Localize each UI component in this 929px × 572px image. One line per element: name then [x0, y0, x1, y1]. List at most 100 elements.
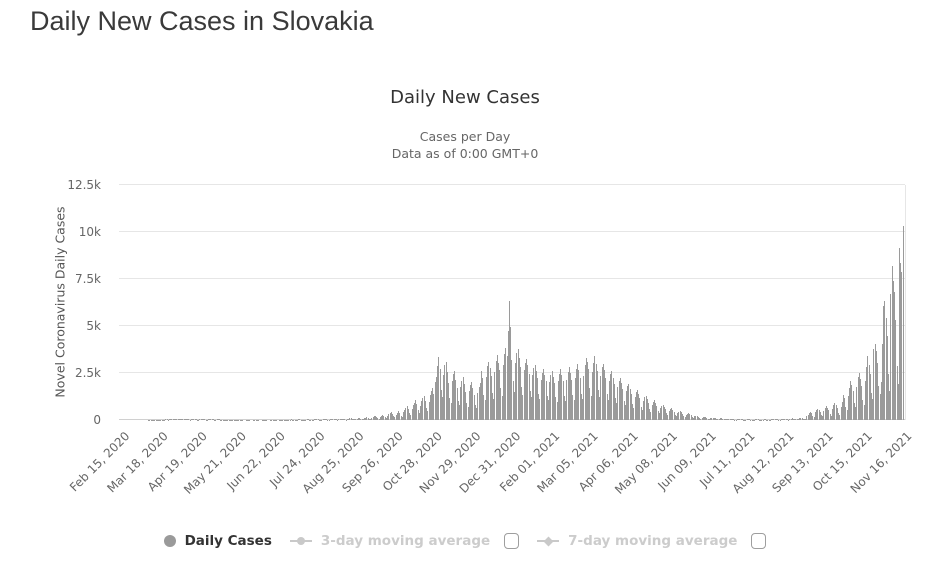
daily-cases-bar[interactable] — [179, 419, 181, 420]
daily-cases-bar[interactable] — [706, 417, 708, 420]
daily-cases-bar[interactable] — [484, 400, 486, 420]
daily-cases-bar[interactable] — [438, 356, 440, 420]
daily-cases-bar[interactable] — [690, 415, 692, 420]
daily-cases-bar[interactable] — [473, 394, 475, 420]
daily-cases-bar[interactable] — [902, 226, 904, 420]
daily-cases-bar[interactable] — [532, 374, 534, 420]
daily-cases-bar[interactable] — [678, 411, 680, 420]
daily-cases-bar[interactable] — [422, 397, 424, 420]
daily-cases-bar[interactable] — [560, 369, 562, 420]
daily-cases-bar[interactable] — [450, 402, 452, 420]
daily-cases-bar[interactable] — [883, 306, 885, 420]
daily-cases-bar[interactable] — [827, 407, 829, 420]
daily-cases-bar[interactable] — [792, 418, 794, 420]
daily-cases-bar[interactable] — [602, 363, 604, 420]
daily-cases-bar[interactable] — [650, 412, 652, 420]
daily-cases-bar[interactable] — [732, 419, 733, 420]
daily-cases-bar[interactable] — [701, 417, 703, 420]
daily-cases-bar[interactable] — [579, 377, 581, 420]
daily-cases-bar[interactable] — [629, 388, 631, 420]
daily-cases-bar[interactable] — [306, 419, 308, 420]
daily-cases-bar[interactable] — [860, 378, 861, 420]
daily-cases-bar[interactable] — [565, 400, 567, 420]
daily-cases-bar[interactable] — [359, 418, 361, 420]
daily-cases-bar[interactable] — [552, 376, 554, 420]
daily-cases-bar[interactable] — [825, 406, 827, 420]
daily-cases-bar[interactable] — [323, 419, 325, 420]
daily-cases-bar[interactable] — [807, 414, 809, 420]
daily-cases-bar[interactable] — [471, 382, 473, 420]
daily-cases-bar[interactable] — [628, 384, 630, 420]
daily-cases-bar[interactable] — [878, 386, 880, 420]
daily-cases-bar[interactable] — [555, 396, 557, 420]
legend-item-3day-moving-average[interactable]: 3-day moving average — [289, 533, 490, 549]
daily-cases-bar[interactable] — [509, 301, 510, 420]
daily-cases-bar[interactable] — [413, 403, 415, 420]
daily-cases-bar[interactable] — [578, 370, 580, 420]
daily-cases-bar[interactable] — [724, 419, 726, 420]
daily-cases-bar[interactable] — [772, 419, 774, 420]
daily-cases-bar[interactable] — [540, 379, 542, 420]
daily-cases-bar[interactable] — [657, 411, 659, 420]
daily-cases-bar[interactable] — [349, 418, 351, 420]
daily-cases-bar[interactable] — [424, 401, 426, 420]
daily-cases-bar[interactable] — [841, 402, 843, 420]
daily-cases-bar[interactable] — [872, 399, 874, 420]
daily-cases-bar[interactable] — [428, 401, 430, 420]
daily-cases-bar[interactable] — [539, 399, 541, 420]
daily-cases-bar[interactable] — [660, 407, 662, 420]
daily-cases-bar[interactable] — [626, 390, 627, 420]
daily-cases-bar[interactable] — [649, 409, 651, 420]
daily-cases-bar[interactable] — [329, 419, 331, 420]
daily-cases-bar[interactable] — [677, 412, 679, 420]
daily-cases-bar[interactable] — [587, 361, 588, 420]
daily-cases-bar[interactable] — [360, 418, 362, 420]
daily-cases-bar[interactable] — [395, 414, 397, 420]
daily-cases-bar[interactable] — [831, 409, 833, 420]
daily-cases-bar[interactable] — [811, 413, 813, 420]
daily-cases-bar[interactable] — [896, 366, 898, 420]
daily-cases-bar[interactable] — [775, 419, 777, 420]
daily-cases-bar[interactable] — [385, 417, 387, 420]
daily-cases-bar[interactable] — [444, 365, 446, 420]
daily-cases-bar[interactable] — [801, 418, 803, 420]
daily-cases-bar[interactable] — [879, 394, 881, 420]
daily-cases-bar[interactable] — [501, 395, 503, 420]
daily-cases-bar[interactable] — [639, 398, 641, 420]
daily-cases-bar[interactable] — [795, 419, 797, 420]
daily-cases-bar[interactable] — [697, 417, 699, 420]
daily-cases-bar[interactable] — [797, 418, 799, 420]
daily-cases-bar[interactable] — [884, 300, 886, 420]
legend-item-7day-moving-average[interactable]: 7-day moving average — [537, 533, 737, 549]
daily-cases-bar[interactable] — [445, 361, 447, 420]
daily-cases-bar[interactable] — [780, 419, 782, 420]
daily-cases-bar[interactable] — [334, 419, 336, 420]
daily-cases-bar[interactable] — [365, 417, 367, 420]
daily-cases-bar[interactable] — [199, 419, 201, 420]
daily-cases-bar[interactable] — [370, 419, 372, 420]
daily-cases-bar[interactable] — [729, 418, 731, 420]
daily-cases-bar[interactable] — [616, 403, 618, 420]
daily-cases-bar[interactable] — [307, 419, 309, 420]
daily-cases-bar[interactable] — [207, 419, 209, 420]
daily-cases-bar[interactable] — [571, 379, 573, 420]
daily-cases-bar[interactable] — [873, 349, 875, 420]
daily-cases-bar[interactable] — [688, 413, 690, 420]
daily-cases-bar[interactable] — [506, 356, 508, 420]
daily-cases-bar[interactable] — [392, 413, 393, 420]
daily-cases-bar[interactable] — [783, 418, 785, 420]
daily-cases-bar[interactable] — [895, 319, 897, 420]
daily-cases-bar[interactable] — [356, 418, 358, 420]
daily-cases-bar[interactable] — [874, 343, 876, 420]
daily-cases-bar[interactable] — [858, 373, 860, 420]
daily-cases-bar[interactable] — [331, 419, 333, 420]
daily-cases-bar[interactable] — [607, 400, 609, 420]
daily-cases-bar[interactable] — [636, 389, 638, 420]
daily-cases-bar[interactable] — [658, 413, 660, 420]
daily-cases-bar[interactable] — [188, 419, 190, 420]
daily-cases-bar[interactable] — [719, 418, 721, 420]
daily-cases-bar[interactable] — [384, 416, 386, 420]
daily-cases-bar[interactable] — [870, 392, 872, 420]
daily-cases-bar[interactable] — [371, 417, 373, 420]
daily-cases-bar[interactable] — [855, 407, 857, 420]
